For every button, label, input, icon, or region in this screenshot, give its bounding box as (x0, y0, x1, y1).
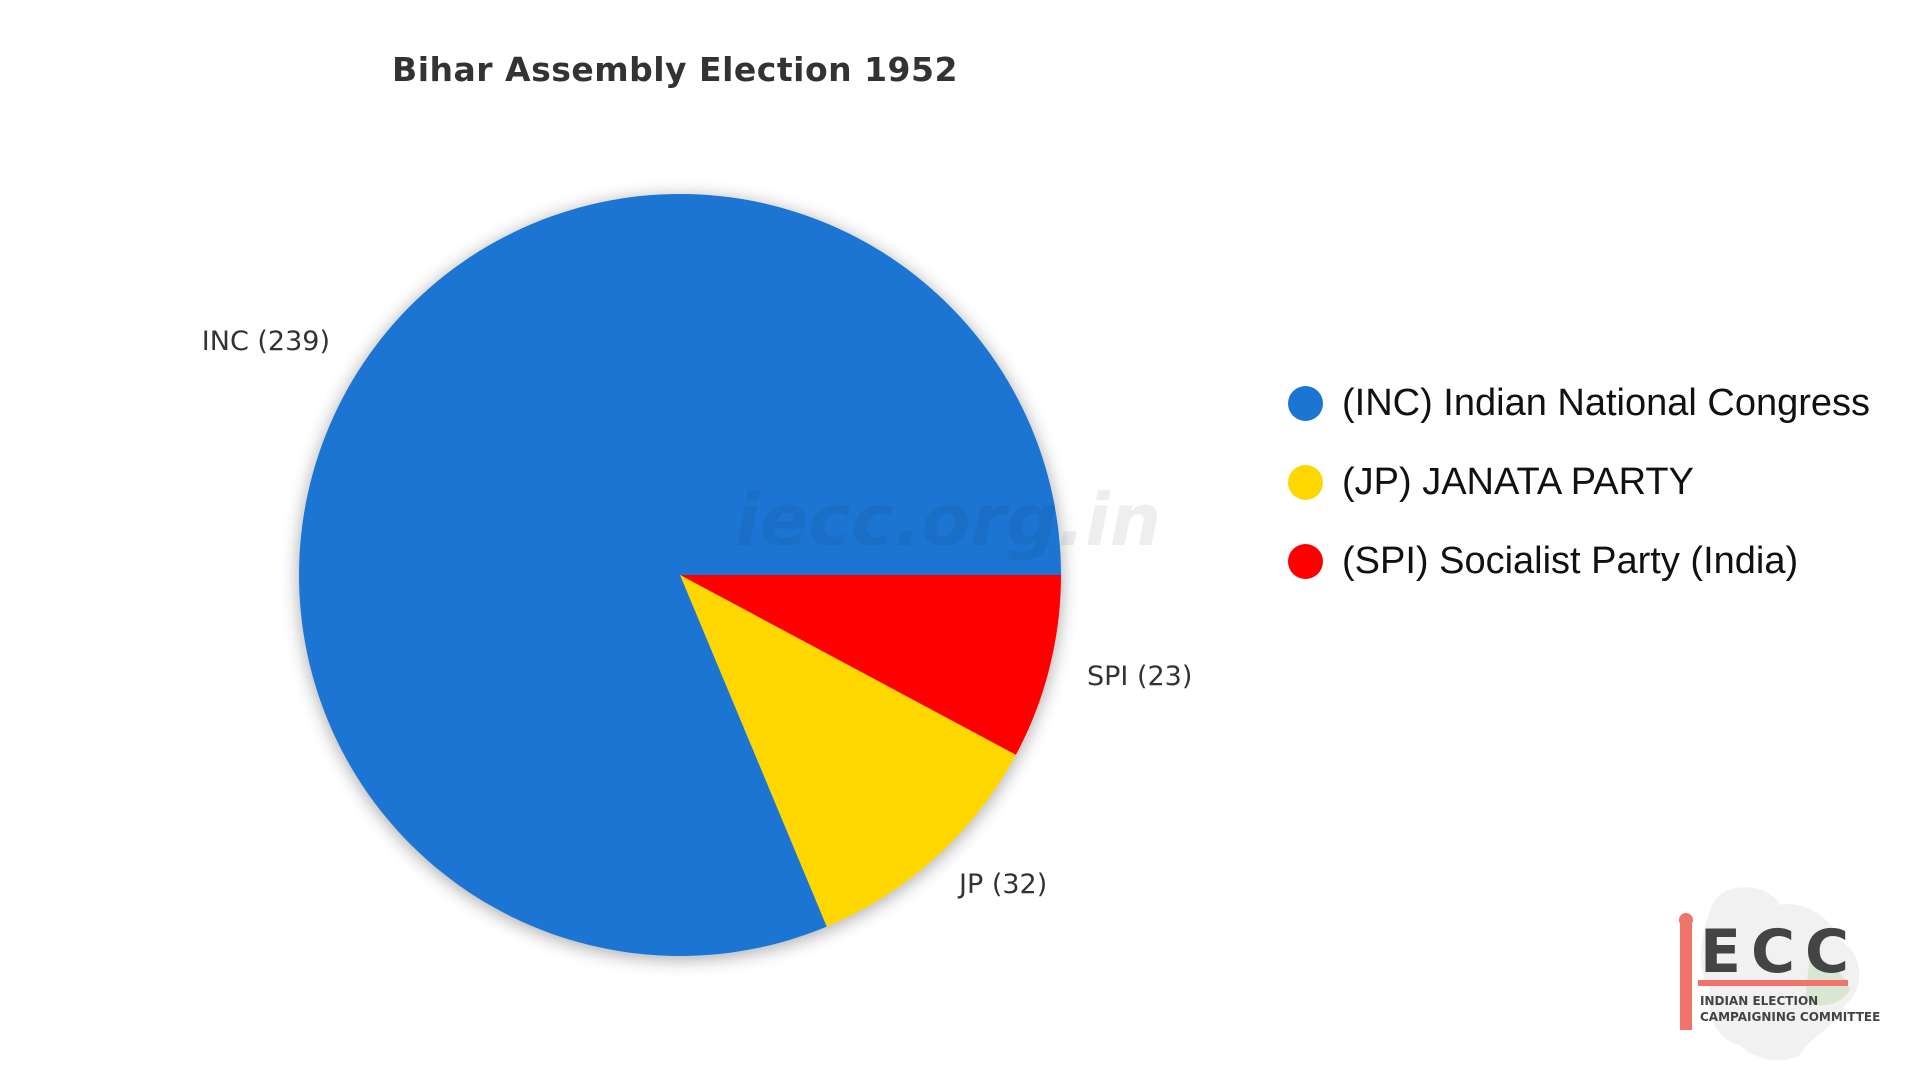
iecc-logo: ECC INDIAN ELECTION CAMPAIGNING COMMITTE… (1679, 887, 1880, 1061)
legend-dot-icon (1288, 544, 1323, 579)
slice-label-inc: INC (239) (202, 326, 330, 357)
pie-slices (299, 194, 1062, 957)
legend-item-spi[interactable]: (SPI) Socialist Party (India) (1288, 522, 1870, 601)
chart-title: Bihar Assembly Election 1952 (392, 50, 958, 89)
slice-label-jp: JP (32) (957, 869, 1047, 900)
legend-label: (SPI) Socialist Party (India) (1342, 540, 1799, 582)
legend-label: (JP) JANATA PARTY (1342, 461, 1694, 503)
pie-slice-inc[interactable] (299, 194, 1062, 957)
pie-slice-spi[interactable] (680, 575, 1061, 755)
legend-dot-icon (1288, 386, 1323, 421)
logo-initials: ECC (1700, 917, 1859, 987)
logo-i-stem (1680, 920, 1692, 1030)
legend-label: (INC) Indian National Congress (1342, 382, 1871, 424)
legend-item-jp[interactable]: (JP) JANATA PARTY (1288, 443, 1870, 522)
pie-slice-jp[interactable] (680, 575, 1016, 927)
legend-dot-icon (1288, 465, 1323, 500)
legend-item-inc[interactable]: (INC) Indian National Congress (1288, 364, 1870, 443)
slice-label-spi: SPI (23) (1087, 661, 1192, 692)
logo-line2: CAMPAIGNING COMMITTEE (1700, 1010, 1880, 1024)
logo-underline (1698, 980, 1848, 986)
map-silhouette (1700, 887, 1860, 1061)
legend: (INC) Indian National Congress (JP) JANAT… (1288, 364, 1870, 601)
logo-line1: INDIAN ELECTION (1700, 994, 1818, 1008)
pie-labels: SPI (23) JP (32) INC (239) (202, 326, 1193, 900)
logo-i-dot (1679, 913, 1693, 927)
watermark: iecc.org.in (735, 478, 1161, 562)
